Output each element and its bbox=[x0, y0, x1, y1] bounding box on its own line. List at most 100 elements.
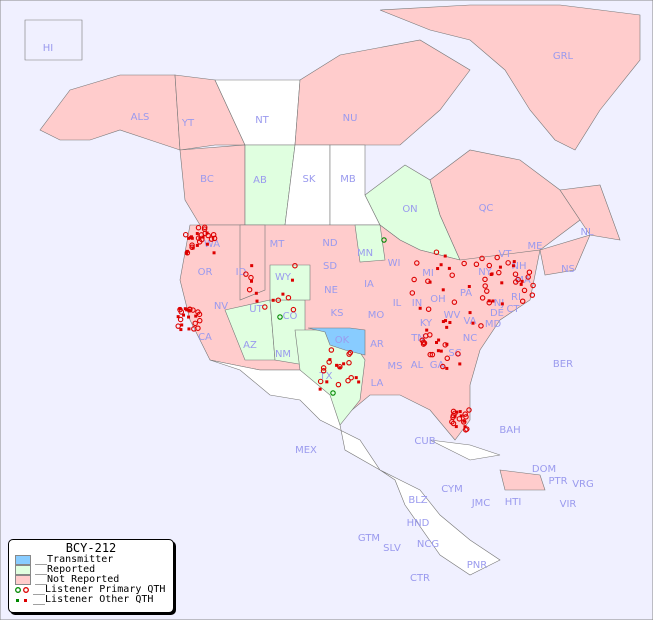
listener-primary-marker bbox=[449, 419, 455, 425]
listener-other-marker bbox=[335, 363, 339, 367]
transmitter-swatch bbox=[15, 555, 31, 565]
listener-other-marker bbox=[445, 366, 449, 370]
listener-primary-marker bbox=[184, 250, 191, 256]
listener-primary-marker bbox=[196, 317, 203, 324]
region-qc bbox=[429, 149, 581, 266]
region-label-bc: BC bbox=[200, 174, 214, 185]
legend-label: __Listener Primary QTH bbox=[33, 584, 166, 595]
region-label-sk: SK bbox=[303, 174, 316, 185]
listener-other-marker bbox=[520, 279, 524, 283]
legend-label: __Transmitter bbox=[35, 554, 114, 565]
region-label-nc: NC bbox=[463, 333, 477, 344]
listener-primary-marker bbox=[201, 226, 208, 232]
region-label-co: CO bbox=[283, 311, 298, 322]
listener-other-marker bbox=[458, 410, 462, 414]
region-label-nv: NV bbox=[214, 301, 228, 312]
region-label-ok: OK bbox=[335, 335, 350, 346]
region-label-nl: NL bbox=[580, 227, 593, 238]
region-label-yt: YT bbox=[181, 118, 195, 129]
listener-primary-marker bbox=[411, 276, 417, 283]
listener-primary-marker bbox=[347, 349, 354, 356]
listener-primary-marker bbox=[486, 262, 493, 269]
listener-other-marker bbox=[281, 292, 285, 296]
region-label-qc: QC bbox=[479, 203, 494, 214]
reported-swatch bbox=[15, 565, 31, 575]
listener-other-marker bbox=[459, 414, 463, 418]
listener-other-marker bbox=[176, 315, 180, 319]
listener-other-marker bbox=[467, 284, 471, 288]
listener-other-marker bbox=[437, 338, 441, 342]
listener-other-marker bbox=[205, 231, 209, 235]
region-nl bbox=[559, 184, 621, 241]
listener-primary-marker bbox=[423, 333, 429, 339]
listener-primary-marker bbox=[425, 306, 432, 312]
listener-primary-marker bbox=[292, 262, 298, 269]
other-qth-icon bbox=[15, 596, 31, 604]
region-label-cub: CUB bbox=[414, 436, 435, 447]
region-label-grl: GRL bbox=[553, 51, 574, 62]
hi-inset bbox=[24, 19, 83, 61]
region-label-als: ALS bbox=[131, 112, 150, 123]
region-label-mb: MB bbox=[340, 174, 356, 185]
region-mn bbox=[354, 224, 386, 263]
listener-primary-marker bbox=[519, 298, 526, 304]
legend-title: BCY-212 bbox=[65, 541, 117, 555]
region-label-ptr: PTR bbox=[548, 476, 567, 487]
listener-primary-marker bbox=[462, 411, 468, 417]
listener-other-marker bbox=[328, 358, 332, 362]
listener-primary-marker bbox=[414, 260, 420, 266]
listener-other-marker bbox=[490, 272, 494, 276]
listener-other-marker bbox=[205, 242, 209, 246]
listener-primary-marker bbox=[461, 260, 467, 267]
region-label-ms: MS bbox=[388, 361, 403, 372]
region-label-tn: TN bbox=[410, 333, 425, 344]
region-label-ar: AR bbox=[370, 339, 384, 350]
listener-other-marker bbox=[443, 254, 447, 258]
listener-primary-marker bbox=[463, 414, 469, 420]
listener-other-marker bbox=[183, 307, 187, 311]
listener-primary-marker bbox=[455, 351, 461, 357]
region-label-ne: NE bbox=[324, 285, 338, 296]
region-label-wy: WY bbox=[275, 272, 292, 283]
region-label-ga: GA bbox=[430, 360, 445, 371]
listener-other-marker bbox=[445, 325, 449, 329]
region-label-vt: VT bbox=[499, 249, 513, 260]
region-label-mt: MT bbox=[270, 239, 286, 250]
listener-other-marker bbox=[462, 419, 466, 423]
listener-other-marker bbox=[185, 251, 189, 255]
legend-label: __Not Reported bbox=[35, 574, 120, 585]
listener-primary-marker-green bbox=[277, 314, 283, 320]
region-label-gtm: GTM bbox=[358, 533, 380, 544]
listener-other-marker bbox=[249, 279, 253, 283]
region-label-wi: WI bbox=[388, 258, 401, 269]
listener-other-marker bbox=[455, 410, 459, 414]
region-label-ca: CA bbox=[198, 332, 212, 343]
listener-primary-marker bbox=[466, 407, 472, 413]
listener-primary-marker bbox=[177, 306, 183, 313]
listener-primary-marker bbox=[444, 355, 451, 362]
legend-not-reported: __Not Reported bbox=[9, 575, 173, 585]
region-label-ctr: CTR bbox=[410, 573, 430, 584]
region-label-bah: BAH bbox=[499, 425, 520, 436]
region-mex bbox=[209, 359, 501, 576]
listener-primary-marker bbox=[290, 306, 297, 313]
listener-other-marker bbox=[436, 267, 440, 271]
listener-other-marker bbox=[250, 264, 254, 268]
listener-other-marker bbox=[254, 291, 258, 295]
region-label-hti: HTI bbox=[505, 497, 522, 508]
listener-other-marker bbox=[182, 313, 186, 317]
listener-primary-marker bbox=[425, 278, 431, 284]
listener-other-marker bbox=[468, 311, 472, 315]
listener-primary-marker bbox=[521, 287, 528, 294]
listener-other-marker bbox=[498, 265, 502, 269]
listener-primary-marker bbox=[182, 231, 189, 238]
listener-other-marker bbox=[318, 387, 322, 391]
listener-primary-marker bbox=[243, 271, 249, 277]
region-label-ut: UT bbox=[249, 304, 263, 315]
listener-primary-marker bbox=[482, 283, 488, 289]
listener-primary-marker bbox=[320, 365, 327, 371]
region-label-va: VA bbox=[463, 316, 476, 327]
listener-other-marker bbox=[500, 281, 504, 285]
